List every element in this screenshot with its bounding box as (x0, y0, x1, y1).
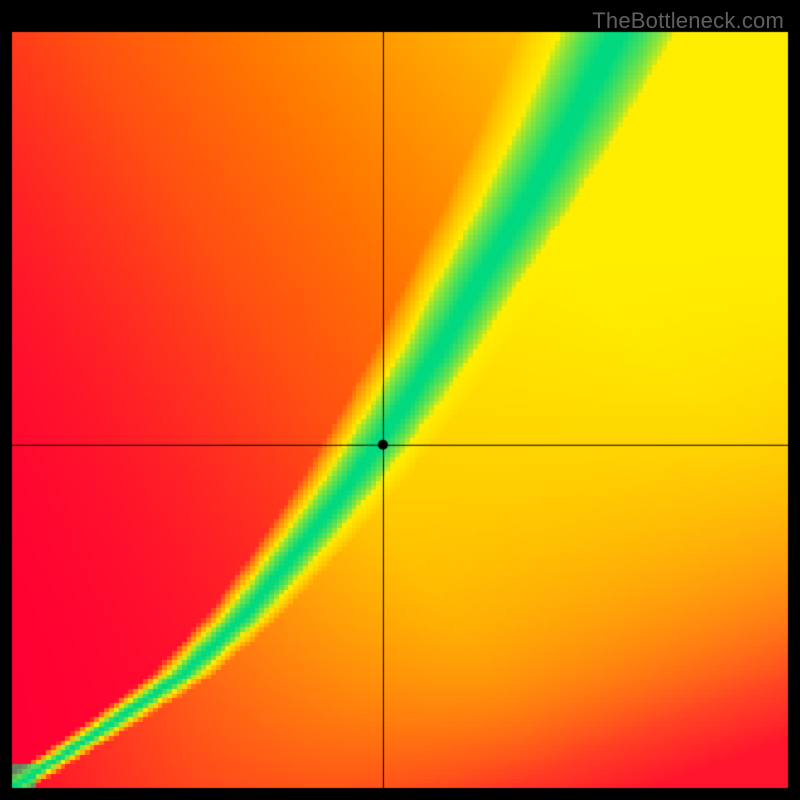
heatmap-canvas (0, 0, 800, 800)
source-label: TheBottleneck.com (592, 8, 784, 34)
chart-container: TheBottleneck.com (0, 0, 800, 800)
